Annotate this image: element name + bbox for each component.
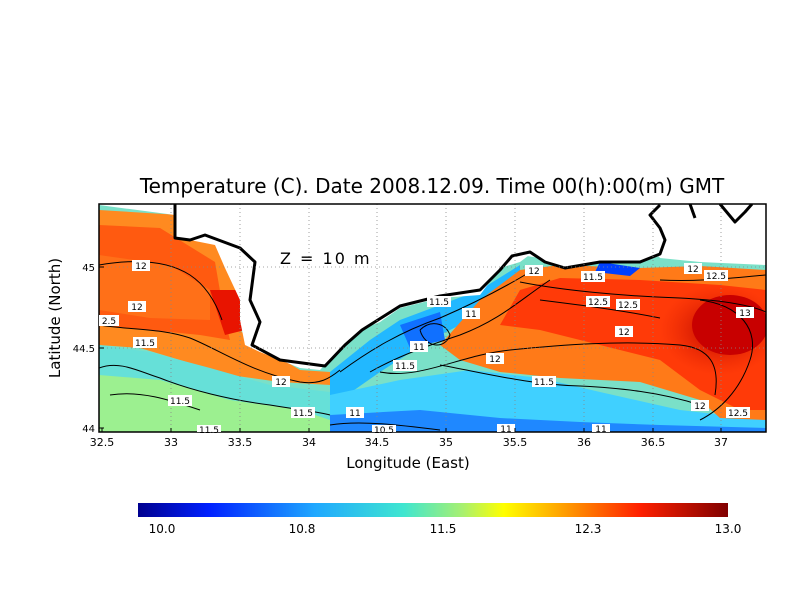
- x-tick-label: 36: [577, 436, 591, 449]
- svg-text:12: 12: [528, 267, 539, 277]
- svg-text:11.5: 11.5: [170, 397, 190, 407]
- contour-label: 12.5: [704, 270, 728, 282]
- colorbar-tick-label: 10.0: [149, 522, 176, 536]
- contour-label: 12: [615, 326, 633, 338]
- contour-label: 12: [272, 376, 290, 388]
- svg-text:12: 12: [135, 262, 146, 272]
- svg-text:12: 12: [618, 328, 629, 338]
- y-tick-label: 44.5: [73, 344, 95, 355]
- contour-label: 12: [132, 260, 150, 272]
- svg-text:11: 11: [595, 425, 606, 435]
- contour-label: 12.5: [616, 299, 640, 311]
- svg-text:12.5: 12.5: [618, 301, 638, 311]
- contour-labels: 12 12 2.5 11.5 11.5 12 11.5 11 11.5 11 1…: [99, 260, 754, 436]
- contour-label: 12: [691, 400, 709, 412]
- svg-text:11.5: 11.5: [199, 426, 219, 436]
- contour-label: 13: [736, 307, 754, 319]
- svg-text:13: 13: [739, 309, 750, 319]
- svg-text:11.5: 11.5: [534, 378, 554, 388]
- contour-label: 12.5: [726, 407, 750, 419]
- contour-label: 11.5: [427, 296, 451, 308]
- contour-label: 11.5: [133, 337, 157, 349]
- x-axis-label: Longitude (East): [346, 454, 469, 472]
- colorbar-tick-label: 10.8: [289, 522, 316, 536]
- contour-label: 11.5: [393, 360, 417, 372]
- svg-text:12: 12: [694, 402, 705, 412]
- colorbar-tick-label: 11.5: [430, 522, 457, 536]
- svg-text:11.5: 11.5: [583, 273, 603, 283]
- svg-text:11.5: 11.5: [293, 409, 313, 419]
- colorbar-tick-label: 13.0: [715, 522, 742, 536]
- svg-text:11: 11: [500, 425, 511, 435]
- svg-text:11: 11: [465, 310, 476, 320]
- contour-label: 12.5: [586, 296, 610, 308]
- depth-label: Z = 10 m: [280, 249, 372, 268]
- svg-text:12.5: 12.5: [588, 298, 608, 308]
- y-tick-label: 45: [82, 263, 95, 274]
- svg-text:10.5: 10.5: [374, 426, 394, 436]
- contour-label: 11.5: [581, 271, 605, 283]
- contour-label: 11: [497, 424, 515, 435]
- svg-text:12: 12: [687, 265, 698, 275]
- contour-label: 11: [462, 308, 480, 320]
- contour-label: 12: [128, 301, 146, 313]
- contour-label: 11: [410, 341, 428, 353]
- svg-text:2.5: 2.5: [102, 317, 116, 327]
- contour-label: 11: [592, 424, 610, 435]
- contour-label: 11.5: [291, 407, 315, 419]
- svg-text:11.5: 11.5: [135, 339, 155, 349]
- svg-text:12: 12: [131, 303, 142, 313]
- contour-label: 12: [684, 263, 702, 275]
- x-tick-label: 34.5: [365, 436, 390, 449]
- x-tick-label: 37: [714, 436, 728, 449]
- contour-label: 11.5: [168, 395, 192, 407]
- svg-text:11: 11: [413, 343, 424, 353]
- contour-label: 11.5: [532, 376, 556, 388]
- x-tick-label: 36.5: [641, 436, 666, 449]
- temperature-field: [99, 204, 766, 432]
- x-tick-label: 35: [439, 436, 453, 449]
- contour-label: 11.5: [197, 425, 221, 436]
- svg-text:11.5: 11.5: [429, 298, 449, 308]
- contour-label: 10.5: [372, 425, 396, 436]
- x-tick-label: 33: [164, 436, 178, 449]
- y-axis: 44 44.5 45: [73, 263, 104, 435]
- contour-label: 12: [525, 265, 543, 277]
- contour-label: 11: [346, 407, 364, 419]
- x-tick-label: 35.5: [503, 436, 528, 449]
- x-axis: 32.5 33 33.5 34 34.5 35 35.5 36 36.5 37: [90, 428, 728, 449]
- colorbar: 10.0 10.8 11.5 12.3 13.0: [138, 503, 741, 536]
- x-tick-label: 33.5: [228, 436, 253, 449]
- contour-label: 2.5: [99, 315, 119, 327]
- contour-label: 12: [486, 353, 504, 365]
- svg-text:11.5: 11.5: [395, 362, 415, 372]
- colorbar-tick-label: 12.3: [575, 522, 602, 536]
- y-axis-label: Latitude (North): [46, 258, 64, 378]
- map-title: Temperature (C). Date 2008.12.09. Time 0…: [139, 174, 725, 198]
- svg-text:12.5: 12.5: [706, 272, 726, 282]
- colorbar-gradient: [138, 503, 728, 517]
- y-tick-label: 44: [82, 424, 95, 435]
- svg-text:12: 12: [275, 378, 286, 388]
- svg-text:12: 12: [489, 355, 500, 365]
- svg-text:12.5: 12.5: [728, 409, 748, 419]
- x-tick-label: 32.5: [90, 436, 115, 449]
- x-tick-label: 34: [302, 436, 316, 449]
- svg-text:11: 11: [349, 409, 360, 419]
